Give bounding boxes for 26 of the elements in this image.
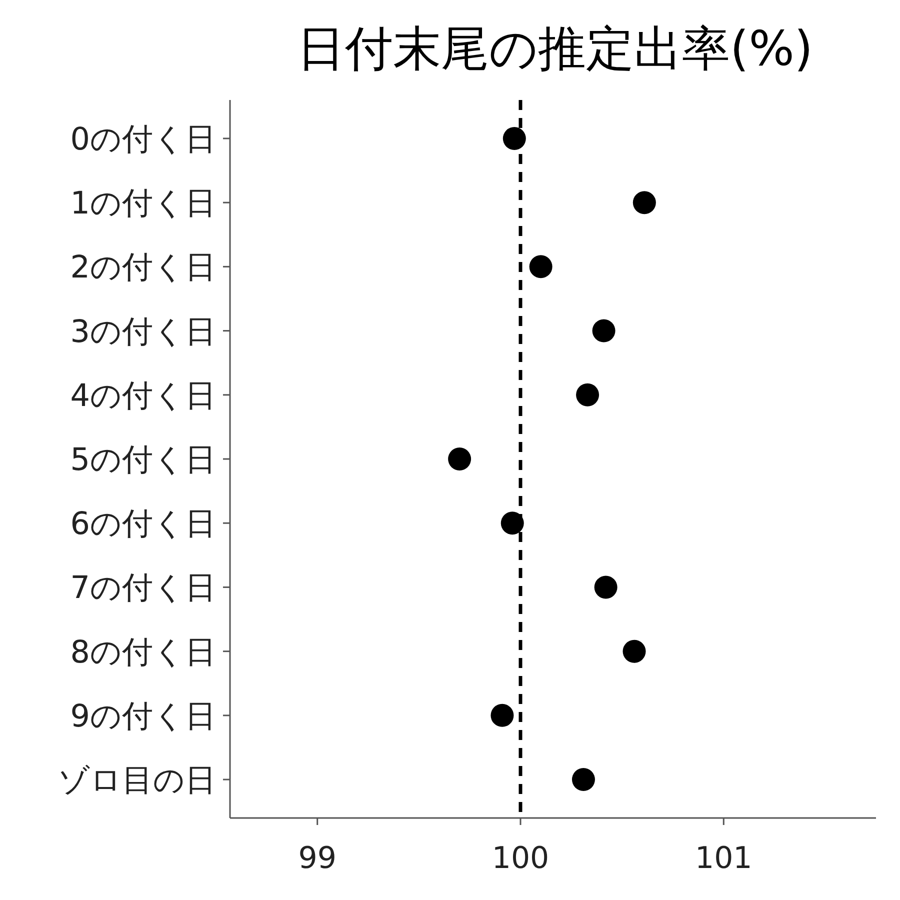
point: [502, 126, 526, 150]
chart-title: 日付末尾の推定出率(%): [296, 21, 814, 77]
point: [592, 319, 616, 342]
point: [576, 383, 600, 406]
point: [572, 768, 595, 792]
y-tick-label: 9の付く日: [70, 698, 216, 734]
point: [448, 448, 472, 470]
y-tick-label: 4の付く日: [70, 378, 216, 414]
point: [594, 576, 618, 599]
y-tick-label: 8の付く日: [70, 634, 216, 670]
point: [622, 640, 646, 663]
point: [490, 704, 514, 727]
y-tick-label: 7の付く日: [70, 570, 216, 606]
point: [500, 512, 524, 535]
x-tick-label: 99: [298, 841, 336, 876]
point: [632, 191, 656, 214]
y-tick-label: 2の付く日: [70, 250, 216, 286]
y-tick-label: 1の付く日: [70, 186, 216, 222]
point: [529, 255, 552, 278]
y-tick-label: 5の付く日: [70, 442, 216, 478]
y-tick-label: 6の付く日: [70, 506, 216, 542]
y-tick-label: 3の付く日: [70, 314, 216, 350]
x-tick-label: 101: [695, 841, 752, 876]
y-tick-label: 0の付く日: [70, 121, 216, 158]
x-tick-label: 100: [492, 841, 550, 876]
y-tick-label: ゾロ目の日: [58, 762, 216, 799]
